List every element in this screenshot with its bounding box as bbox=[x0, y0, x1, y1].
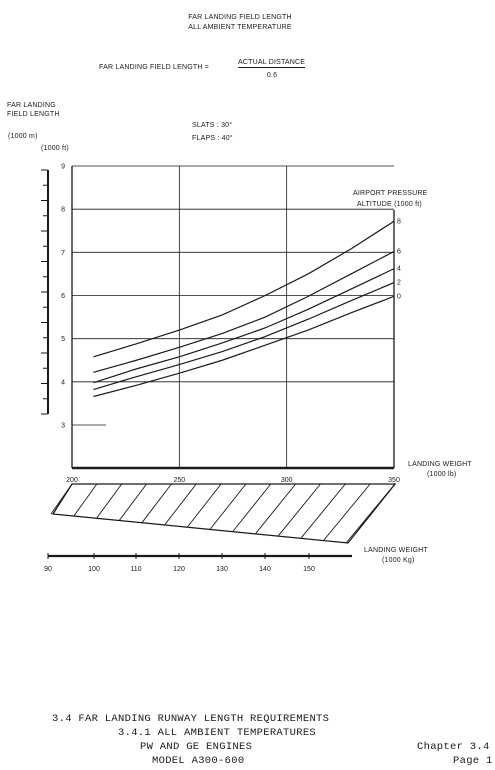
series-label-alt-8: 8 bbox=[397, 218, 401, 225]
footer-section-title: 3.4 FAR LANDING RUNWAY LENGTH REQUIREMEN… bbox=[52, 713, 330, 725]
kg-tick-label: 100 bbox=[88, 566, 100, 573]
y-tick-label: 8 bbox=[61, 207, 65, 214]
y-tick-label: 9 bbox=[61, 164, 65, 171]
conversion-hatch-line bbox=[232, 483, 272, 533]
flaps-setting: FLAPS : 40° bbox=[192, 135, 233, 142]
conversion-hatch-line bbox=[254, 483, 296, 535]
formula-denominator: 0.6 bbox=[266, 72, 278, 79]
kg-tick-label: 90 bbox=[44, 566, 52, 573]
y-axis-label-line2: FIELD LENGTH bbox=[7, 111, 60, 118]
conversion-hatch-line bbox=[164, 483, 197, 526]
footer-engines: PW AND GE ENGINES bbox=[140, 741, 253, 753]
chart-subtitle: ALL AMBIENT TEMPERATURE bbox=[188, 24, 292, 31]
y-tick-label: 5 bbox=[61, 336, 65, 343]
series-line-alt-8 bbox=[93, 220, 395, 358]
slats-setting: SLATS : 30° bbox=[192, 122, 233, 129]
x-axis-label-kg-line1: LANDING WEIGHT bbox=[364, 547, 428, 554]
legend-title-line2: ALTITUDE (1000 ft) bbox=[357, 201, 422, 208]
kg-tick-label: 110 bbox=[130, 566, 141, 573]
conversion-hatch-line bbox=[73, 483, 98, 517]
footer-page: Page 1 bbox=[453, 755, 493, 767]
conversion-hatch-line bbox=[322, 483, 371, 542]
x-axis-label-lb-line1: LANDING WEIGHT bbox=[408, 461, 472, 468]
conversion-hatch-line bbox=[141, 483, 172, 524]
y-tick-label: 6 bbox=[61, 293, 65, 300]
conversion-hatch-line bbox=[300, 483, 346, 539]
y-unit-feet: (1000 ft) bbox=[41, 145, 69, 152]
y-tick-label: 3 bbox=[61, 423, 65, 430]
formula-numerator: ACTUAL DISTANCE bbox=[238, 59, 306, 68]
footer-chapter: Chapter 3.4 bbox=[417, 741, 490, 753]
kg-tick-label: 150 bbox=[303, 566, 315, 573]
series-label-alt-0: 0 bbox=[397, 293, 401, 300]
y-axis-label-line1: FAR LANDING bbox=[7, 102, 56, 109]
x-tick-label: 350 bbox=[388, 477, 400, 484]
conversion-hatch-line bbox=[345, 483, 396, 544]
series-label-alt-4: 4 bbox=[397, 266, 401, 273]
series-label-alt-2: 2 bbox=[397, 280, 401, 287]
x-tick-label: 200 bbox=[66, 477, 78, 484]
conversion-hatch-line bbox=[186, 483, 222, 528]
footer-model: MODEL A300-600 bbox=[152, 755, 245, 767]
conversion-band bbox=[51, 483, 397, 544]
conversion-hatch-line bbox=[96, 483, 123, 519]
footer-subsection-title: 3.4.1 ALL AMBIENT TEMPERATURES bbox=[118, 727, 317, 739]
kg-tick-label: 130 bbox=[216, 566, 228, 573]
series-line-alt-2 bbox=[93, 281, 395, 391]
x-axis-label-lb-line2: (1000 lb) bbox=[427, 471, 457, 478]
chart-title: FAR LANDING FIELD LENGTH bbox=[188, 14, 292, 21]
x-tick-label: 250 bbox=[173, 477, 185, 484]
conversion-hatch-line bbox=[209, 483, 247, 530]
legend-title-line1: AIRPORT PRESSURE bbox=[353, 190, 428, 197]
series-line-alt-4 bbox=[93, 268, 395, 384]
formula-lhs: FAR LANDING FIELD LENGTH = bbox=[99, 64, 210, 71]
x-axis-label-kg-line2: (1000 Kg) bbox=[382, 557, 415, 564]
kg-tick-label: 120 bbox=[173, 566, 185, 573]
series-label-alt-6: 6 bbox=[397, 248, 401, 255]
series-line-alt-6 bbox=[93, 250, 395, 373]
conversion-hatch-line bbox=[118, 483, 147, 521]
y-tick-label: 7 bbox=[61, 250, 65, 257]
y-tick-label: 4 bbox=[61, 379, 65, 386]
conversion-hatch-line bbox=[50, 483, 73, 515]
y-unit-meters: (1000 m) bbox=[8, 133, 38, 140]
series-line-alt-0 bbox=[93, 295, 395, 398]
kg-tick-label: 140 bbox=[259, 566, 271, 573]
conversion-hatch-line bbox=[277, 483, 321, 537]
x-tick-label: 300 bbox=[281, 477, 293, 484]
